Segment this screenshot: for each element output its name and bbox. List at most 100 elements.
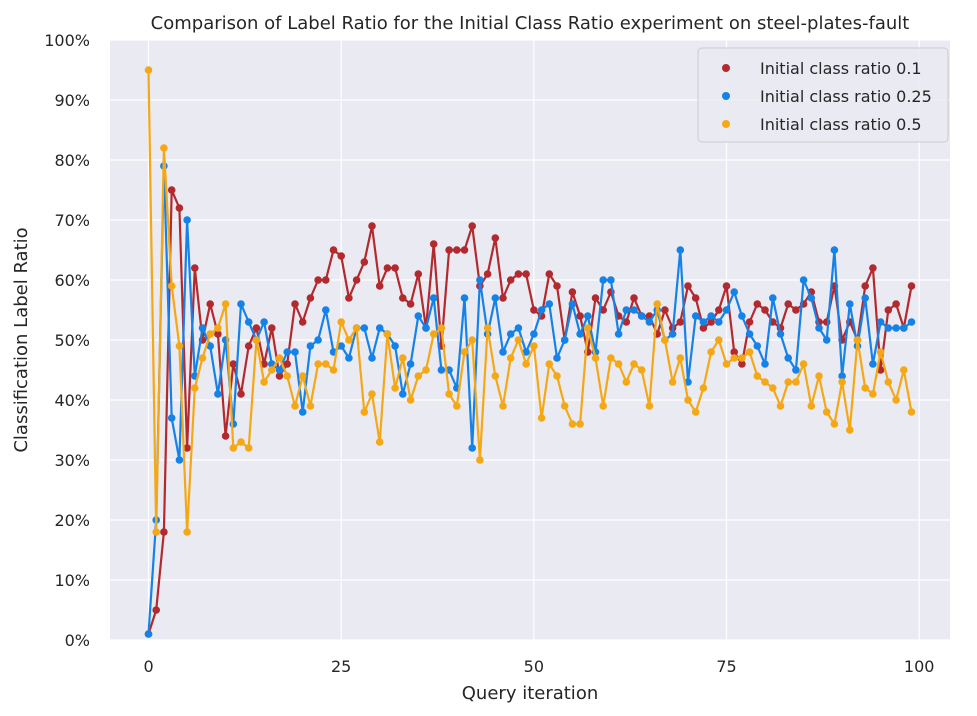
y-tick-label: 70%: [54, 211, 90, 230]
data-point: [769, 294, 777, 302]
data-point: [645, 402, 654, 410]
data-point: [792, 378, 800, 386]
data-point: [622, 378, 631, 386]
data-point: [337, 318, 346, 326]
data-point: [722, 282, 731, 290]
data-point: [676, 354, 685, 362]
data-point: [306, 294, 315, 302]
data-point: [522, 360, 530, 368]
data-point: [260, 378, 268, 386]
data-point: [291, 300, 299, 308]
data-point: [460, 246, 469, 254]
data-point: [753, 342, 762, 350]
data-point: [167, 186, 176, 194]
data-point: [375, 324, 384, 332]
y-tick-label: 30%: [54, 451, 90, 470]
data-point: [838, 378, 846, 386]
data-point: [599, 402, 607, 410]
data-point: [553, 372, 561, 380]
data-point: [183, 528, 191, 536]
data-point: [530, 330, 538, 338]
x-axis-label: Query iteration: [462, 683, 598, 704]
data-point: [499, 402, 507, 410]
data-point: [229, 420, 238, 428]
data-point: [244, 342, 253, 350]
data-point: [453, 402, 461, 410]
data-point: [738, 360, 746, 368]
data-point: [368, 390, 376, 398]
y-tick-label: 80%: [54, 151, 90, 170]
data-point: [476, 456, 484, 464]
series-line: [147, 188, 913, 635]
data-point: [661, 336, 669, 344]
data-point: [514, 270, 523, 278]
data-point: [175, 456, 184, 464]
data-point: [345, 336, 353, 344]
data-point: [352, 324, 361, 332]
data-point: [799, 360, 808, 368]
data-point: [399, 294, 407, 302]
data-point: [614, 330, 623, 338]
data-point: [730, 348, 738, 356]
legend-marker: [722, 120, 730, 128]
legend-entry: Initial class ratio 0.1: [760, 59, 922, 78]
data-point: [260, 318, 268, 326]
data-point: [884, 306, 893, 314]
data-point: [268, 366, 276, 374]
data-point: [853, 336, 862, 344]
data-point: [691, 312, 700, 320]
data-point: [491, 294, 500, 302]
data-point: [191, 264, 199, 272]
data-point: [884, 378, 893, 386]
legend-entry: Initial class ratio 0.5: [760, 115, 922, 134]
data-point: [499, 294, 507, 302]
data-point: [237, 300, 245, 308]
y-tick-label: 20%: [54, 511, 90, 530]
data-point: [491, 372, 500, 380]
data-point: [491, 234, 500, 242]
data-point: [375, 282, 384, 290]
data-point: [414, 270, 423, 278]
data-point: [753, 300, 762, 308]
data-point: [807, 294, 816, 302]
data-point: [545, 270, 554, 278]
data-point: [483, 270, 492, 278]
data-point: [684, 282, 692, 290]
data-point: [360, 324, 369, 332]
data-point: [545, 300, 554, 308]
data-point: [784, 354, 792, 362]
data-point: [506, 276, 515, 284]
data-point: [383, 264, 392, 272]
data-point: [630, 306, 638, 314]
data-point: [275, 354, 284, 362]
data-point: [306, 342, 315, 350]
data-point: [907, 318, 916, 326]
data-point: [322, 306, 330, 314]
data-point: [337, 252, 346, 260]
data-point: [792, 366, 800, 374]
data-point: [846, 426, 854, 434]
data-point: [822, 408, 831, 416]
data-point: [730, 288, 738, 296]
data-point: [537, 414, 546, 422]
data-point: [322, 360, 330, 368]
data-point: [568, 288, 577, 296]
data-point: [360, 258, 369, 266]
data-point: [537, 306, 546, 314]
data-point: [591, 294, 600, 302]
data-point: [892, 300, 900, 308]
data-point: [869, 390, 877, 398]
data-point: [761, 378, 769, 386]
data-point: [838, 372, 846, 380]
series-layer: [144, 66, 916, 638]
data-point: [876, 348, 885, 356]
data-point: [429, 294, 438, 302]
data-point: [437, 324, 446, 332]
legend-entry: Initial class ratio 0.25: [760, 87, 932, 106]
data-point: [244, 444, 253, 452]
data-point: [237, 390, 245, 398]
data-point: [545, 360, 554, 368]
data-point: [792, 306, 800, 314]
data-point: [900, 366, 908, 374]
data-point: [645, 318, 654, 326]
